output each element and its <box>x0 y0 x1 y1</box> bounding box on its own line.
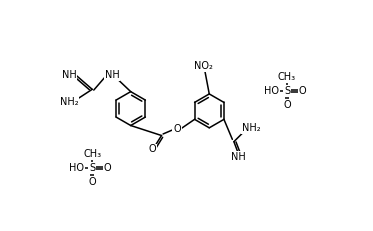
Text: S: S <box>89 163 95 173</box>
Text: NO₂: NO₂ <box>194 61 213 71</box>
Text: NH₂: NH₂ <box>60 97 78 107</box>
Text: O: O <box>148 144 156 154</box>
Text: O: O <box>104 163 112 173</box>
Text: CH₃: CH₃ <box>83 149 101 159</box>
Text: NH₂: NH₂ <box>242 123 260 133</box>
Text: HO: HO <box>264 86 279 96</box>
Text: O: O <box>283 100 291 110</box>
Text: NH: NH <box>105 70 120 80</box>
Text: NH: NH <box>62 70 76 80</box>
Text: CH₃: CH₃ <box>278 72 296 82</box>
Text: NH: NH <box>231 152 246 162</box>
Text: HO: HO <box>69 163 84 173</box>
Text: O: O <box>299 86 306 96</box>
Text: O: O <box>173 124 181 134</box>
Text: S: S <box>284 86 290 96</box>
Text: O: O <box>88 177 96 187</box>
